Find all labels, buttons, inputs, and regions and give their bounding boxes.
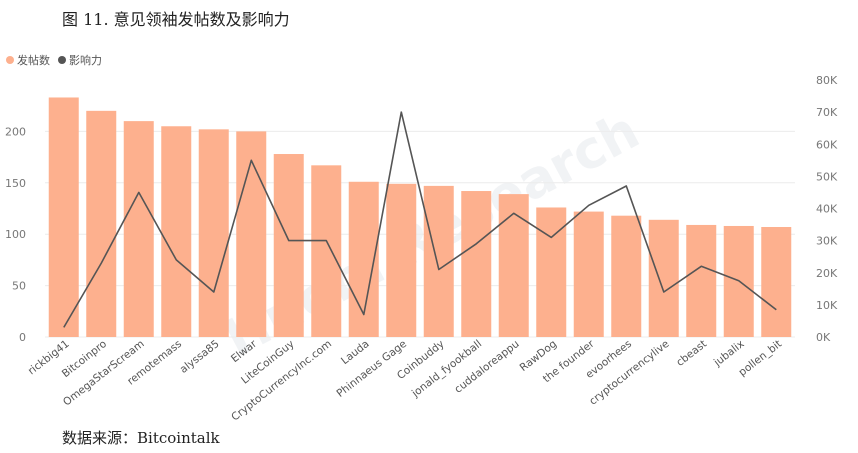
bar	[273, 154, 304, 337]
x-category-label: Lauda	[339, 338, 372, 367]
bar	[423, 185, 454, 337]
bar	[48, 97, 79, 337]
bar	[536, 207, 567, 337]
y-left-tick-label: 100	[5, 228, 26, 241]
legend-posts-swatch	[6, 56, 14, 64]
legend-influence-swatch	[58, 56, 66, 64]
legend-influence-label: 影响力	[69, 54, 102, 67]
bar	[498, 194, 529, 337]
bar	[461, 191, 492, 337]
bar	[311, 165, 342, 337]
y-right-tick-label: 70K	[816, 106, 838, 119]
x-category-label: Phinnaeus Gage	[335, 338, 410, 400]
bar	[161, 126, 192, 337]
legend-item-influence: 影响力	[58, 52, 102, 68]
y-right-tick-label: 0K	[816, 331, 831, 344]
chart-legend: 发帖数 影响力	[6, 52, 102, 68]
figure-title: 图 11. 意见领袖发帖数及影响力	[62, 10, 290, 29]
legend-posts-label: 发帖数	[17, 54, 50, 67]
y-right-tick-label: 50K	[816, 170, 838, 183]
bar	[386, 183, 417, 337]
y-right-tick-label: 80K	[816, 74, 838, 87]
y-right-tick-label: 20K	[816, 267, 838, 280]
legend-item-posts: 发帖数	[6, 52, 50, 68]
y-right-tick-label: 40K	[816, 203, 838, 216]
x-category-label: cuddaloreappu	[452, 338, 521, 396]
bar	[648, 219, 679, 337]
bar	[573, 211, 604, 337]
y-left-tick-label: 50	[12, 280, 26, 293]
x-category-label: alyssa85	[178, 338, 222, 376]
y-left-tick-label: 150	[5, 177, 26, 190]
y-right-tick-label: 30K	[816, 235, 838, 248]
bar	[86, 110, 117, 337]
bar	[198, 129, 229, 337]
influence-line	[63, 111, 777, 328]
y-right-tick-label: 60K	[816, 138, 838, 151]
data-source: 数据来源：Bitcointalk	[62, 429, 220, 447]
bar	[611, 215, 642, 337]
bar	[761, 227, 792, 337]
y-left-tick-label: 0	[19, 331, 26, 344]
x-category-label: cbeast	[674, 338, 709, 369]
bar	[123, 121, 154, 338]
bar	[236, 131, 267, 337]
y-right-tick-label: 10K	[816, 299, 838, 312]
y-left-tick-label: 200	[5, 125, 26, 138]
bar	[686, 224, 717, 337]
